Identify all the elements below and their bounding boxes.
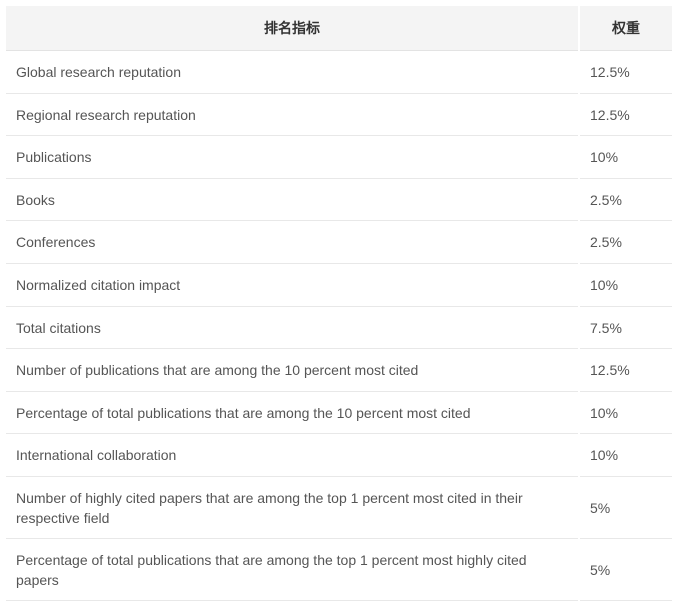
cell-weight: 5% [580,479,672,539]
table-row: International collaboration 10% [6,436,672,477]
cell-weight: 5% [580,541,672,601]
cell-indicator: Total citations [6,309,578,350]
table-row: Percentage of total publications that ar… [6,541,672,601]
cell-weight: 12.5% [580,96,672,137]
cell-weight: 12.5% [580,53,672,94]
cell-indicator: Percentage of total publications that ar… [6,394,578,435]
cell-indicator: Number of publications that are among th… [6,351,578,392]
cell-indicator: Number of highly cited papers that are a… [6,479,578,539]
cell-indicator: Global research reputation [6,53,578,94]
ranking-table: 排名指标 权重 Global research reputation 12.5%… [4,4,674,603]
table-row: Normalized citation impact 10% [6,266,672,307]
cell-weight: 10% [580,138,672,179]
cell-indicator: Normalized citation impact [6,266,578,307]
cell-indicator: Percentage of total publications that ar… [6,541,578,601]
table-row: Total citations 7.5% [6,309,672,350]
table-row: Percentage of total publications that ar… [6,394,672,435]
table-row: Global research reputation 12.5% [6,53,672,94]
cell-weight: 2.5% [580,181,672,222]
cell-weight: 2.5% [580,223,672,264]
table-row: Number of highly cited papers that are a… [6,479,672,539]
cell-weight: 10% [580,436,672,477]
col-header-indicator: 排名指标 [6,6,578,51]
col-header-weight: 权重 [580,6,672,51]
cell-weight: 10% [580,266,672,307]
table-body: Global research reputation 12.5% Regiona… [6,53,672,601]
cell-indicator: Conferences [6,223,578,264]
table-container: 排名指标 权重 Global research reputation 12.5%… [0,0,678,607]
table-header: 排名指标 权重 [6,6,672,51]
cell-weight: 10% [580,394,672,435]
table-row: Regional research reputation 12.5% [6,96,672,137]
table-row: Publications 10% [6,138,672,179]
cell-indicator: Publications [6,138,578,179]
cell-indicator: Regional research reputation [6,96,578,137]
cell-weight: 7.5% [580,309,672,350]
table-row: Conferences 2.5% [6,223,672,264]
table-header-row: 排名指标 权重 [6,6,672,51]
table-row: Books 2.5% [6,181,672,222]
table-row: Number of publications that are among th… [6,351,672,392]
cell-indicator: International collaboration [6,436,578,477]
cell-weight: 12.5% [580,351,672,392]
cell-indicator: Books [6,181,578,222]
